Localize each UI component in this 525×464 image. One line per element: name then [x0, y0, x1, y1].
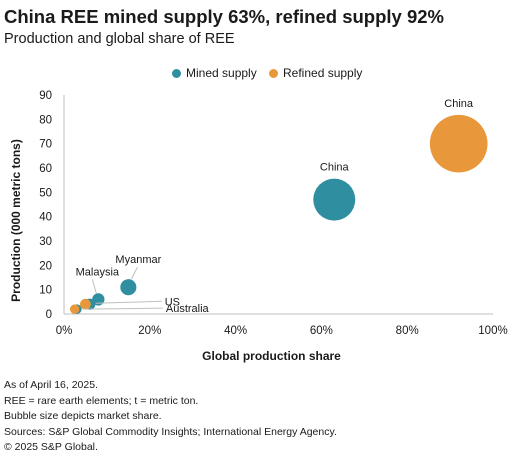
footnote-copyright: © 2025 S&P Global.	[4, 441, 98, 453]
footnotes: As of April 16, 2025. REE = rare earth e…	[4, 378, 337, 456]
y-tick-label: 10	[39, 285, 52, 297]
footnote-definitions: REE = rare earth elements; t = metric to…	[4, 394, 199, 407]
leader-australia	[82, 307, 163, 310]
legend-item-refined: Refined supply	[269, 66, 362, 80]
y-tick-label: 90	[39, 90, 52, 102]
label-australia: Australia	[166, 303, 210, 315]
legend-swatch-refined	[269, 68, 278, 78]
label-mined-china: China	[320, 162, 350, 174]
y-tick-label: 80	[39, 114, 52, 126]
legend-item-mined: Mined supply	[172, 66, 257, 80]
x-tick-label: 40%	[224, 325, 247, 337]
bubble-mined-myanmar	[120, 279, 137, 296]
bubble-refined	[80, 298, 91, 310]
x-tick-label: 20%	[138, 325, 161, 337]
label-myanmar: Myanmar	[115, 254, 161, 266]
bubble-chart: 0 10 20 30 40 50 60 70 80 90 0% 20% 40% 60% 80% 100% Glo…	[9, 90, 508, 363]
y-tick-label: 50	[39, 187, 52, 199]
chart-title: China REE mined supply 63%, refined supp…	[4, 6, 444, 27]
y-axis-label: Production (000 metric tons)	[9, 139, 23, 302]
footnote-bubble-size: Bubble size depicts market share.	[4, 410, 162, 422]
y-tick-label: 70	[39, 139, 52, 151]
x-tick-label: 100%	[478, 325, 507, 337]
y-tick-label: 20	[39, 260, 52, 272]
leader-us	[95, 300, 162, 304]
legend-swatch-mined	[172, 68, 181, 78]
label-us: US	[165, 296, 180, 308]
legend-label-mined: Mined supply	[186, 66, 257, 80]
bubble-mined-malaysia	[92, 293, 105, 306]
footnote-sources: Sources: S&P Global Commodity Insights; …	[4, 425, 337, 438]
x-axis-label: Global production share	[202, 349, 341, 363]
leader-malaysia	[91, 279, 97, 294]
y-tick-label: 30	[39, 236, 52, 248]
legend-label-refined: Refined supply	[283, 66, 363, 80]
label-malaysia: Malaysia	[76, 266, 120, 278]
label-refined-china: China	[444, 98, 474, 110]
bubble-mined-china	[313, 178, 356, 221]
y-tick-label: 0	[46, 309, 52, 321]
y-tick-label: 60	[39, 163, 52, 175]
footnote-date: As of April 16, 2025.	[4, 379, 98, 391]
x-tick-label: 60%	[310, 325, 333, 337]
x-tick-label: 80%	[396, 325, 419, 337]
y-tick-label: 40	[39, 212, 52, 224]
leader-myanmar	[130, 267, 138, 280]
bubble-refined-china	[429, 114, 488, 173]
chart-subtitle: Production and global share of REE	[4, 31, 235, 47]
bubble-refined	[70, 304, 80, 314]
x-tick-label: 0%	[56, 325, 73, 337]
